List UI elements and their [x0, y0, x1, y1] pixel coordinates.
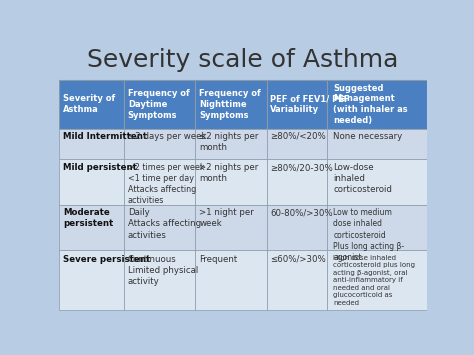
- Text: Severity scale of Asthma: Severity scale of Asthma: [87, 48, 399, 72]
- Text: Frequency of
Daytime
Symptoms: Frequency of Daytime Symptoms: [128, 89, 190, 120]
- Bar: [195, 250, 267, 311]
- Bar: [124, 159, 195, 205]
- Bar: [267, 80, 328, 129]
- Text: None necessary: None necessary: [333, 132, 402, 141]
- Text: Mild Intermittent: Mild Intermittent: [63, 132, 147, 141]
- Bar: [124, 205, 195, 250]
- Bar: [267, 205, 328, 250]
- Bar: [124, 80, 195, 129]
- Bar: [328, 129, 427, 159]
- Text: ≤2 nights per
month: ≤2 nights per month: [200, 132, 259, 152]
- Text: >1 night per
week: >1 night per week: [200, 208, 254, 228]
- Bar: [267, 250, 328, 311]
- Bar: [195, 159, 267, 205]
- Bar: [328, 250, 427, 311]
- Text: >2 times per week
<1 time per day
Attacks affecting
activities: >2 times per week <1 time per day Attack…: [128, 163, 204, 205]
- Bar: [59, 205, 124, 250]
- Bar: [328, 80, 427, 129]
- Bar: [195, 80, 267, 129]
- Bar: [267, 159, 328, 205]
- Text: Frequency of
Nighttime
Symptoms: Frequency of Nighttime Symptoms: [200, 89, 261, 120]
- Text: Severity of
Asthma: Severity of Asthma: [63, 94, 115, 114]
- Bar: [195, 129, 267, 159]
- Bar: [59, 250, 124, 311]
- Bar: [195, 205, 267, 250]
- Text: ≤60%/>30%: ≤60%/>30%: [271, 255, 326, 264]
- Bar: [328, 159, 427, 205]
- Text: High dose inhaled
corticosteroid plus long
acting β-agonist, oral
anti-inflammat: High dose inhaled corticosteroid plus lo…: [333, 255, 415, 306]
- Text: >2 nights per
month: >2 nights per month: [200, 163, 259, 183]
- Text: ≥80%/20-30%: ≥80%/20-30%: [271, 163, 333, 172]
- Bar: [124, 250, 195, 311]
- Bar: [328, 205, 427, 250]
- Text: Frequent: Frequent: [200, 255, 238, 264]
- Text: ≥80%/<20%: ≥80%/<20%: [271, 132, 326, 141]
- Bar: [59, 129, 124, 159]
- Text: Moderate
persistent: Moderate persistent: [63, 208, 113, 228]
- Text: 60-80%/>30%: 60-80%/>30%: [271, 208, 333, 217]
- Text: Continuous
Limited physical
activity: Continuous Limited physical activity: [128, 255, 198, 286]
- Bar: [124, 129, 195, 159]
- Text: Low to medium
dose inhaled
corticosteroid
Plus long acting β-
agonist: Low to medium dose inhaled corticosteroi…: [333, 208, 404, 262]
- Text: Low-dose
inhaled
corticosteroid: Low-dose inhaled corticosteroid: [333, 163, 392, 194]
- Text: Mild persistent: Mild persistent: [63, 163, 137, 172]
- Bar: [59, 159, 124, 205]
- Bar: [59, 80, 124, 129]
- Text: Suggested
Management
(with inhaler as
needed): Suggested Management (with inhaler as ne…: [333, 84, 408, 125]
- Text: ≤2 days per week: ≤2 days per week: [128, 132, 206, 141]
- Bar: [267, 129, 328, 159]
- Text: PEF of FEV1/ PEF
Variability: PEF of FEV1/ PEF Variability: [271, 94, 350, 114]
- Text: Severe persistent: Severe persistent: [63, 255, 150, 264]
- Text: Daily
Attacks affecting
activities: Daily Attacks affecting activities: [128, 208, 201, 240]
